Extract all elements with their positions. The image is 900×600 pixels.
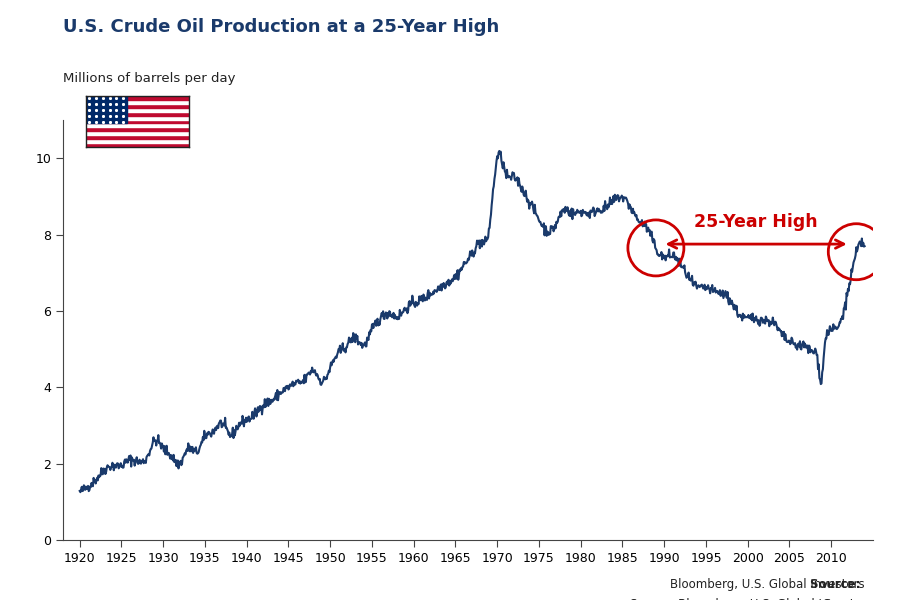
Text: Source: Bloomberg, U.S. Global Investors: Source: Bloomberg, U.S. Global Investors bbox=[630, 598, 873, 600]
Bar bbox=[86, 124, 189, 127]
Bar bbox=[86, 104, 189, 108]
Bar bbox=[86, 96, 127, 124]
Bar bbox=[86, 96, 189, 100]
Text: Source:: Source: bbox=[823, 598, 873, 600]
Bar bbox=[86, 112, 189, 116]
Bar bbox=[86, 108, 189, 112]
Bar bbox=[86, 135, 189, 139]
Bar bbox=[86, 143, 189, 147]
Text: U.S. Crude Oil Production at a 25-Year High: U.S. Crude Oil Production at a 25-Year H… bbox=[63, 18, 500, 36]
Bar bbox=[86, 131, 189, 135]
Bar bbox=[86, 100, 189, 104]
Text: Source:: Source: bbox=[810, 578, 865, 591]
Text: Millions of barrels per day: Millions of barrels per day bbox=[63, 72, 236, 85]
Text: Bloomberg, U.S. Global Investors: Bloomberg, U.S. Global Investors bbox=[670, 578, 865, 591]
Bar bbox=[86, 127, 189, 131]
Text: 25-Year High: 25-Year High bbox=[694, 213, 818, 231]
Bar bbox=[86, 116, 189, 119]
Bar bbox=[86, 119, 189, 124]
Bar bbox=[86, 139, 189, 143]
